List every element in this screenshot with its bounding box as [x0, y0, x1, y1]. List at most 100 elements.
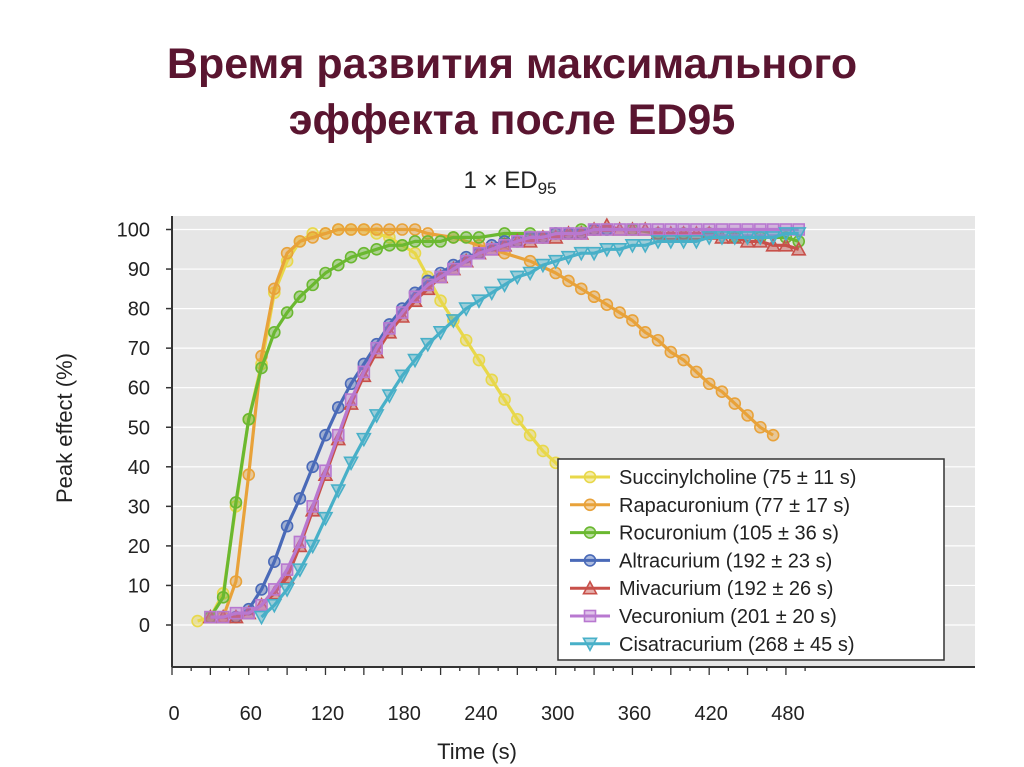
data-point: [752, 231, 769, 246]
data-point: [702, 223, 716, 236]
data-point: [560, 250, 577, 266]
data-point: [574, 282, 588, 296]
data-point: [637, 239, 654, 254]
data-point: [242, 468, 256, 482]
data-point: [587, 223, 601, 236]
data-point: [523, 428, 537, 442]
data-point: [357, 223, 371, 236]
data-point: [599, 242, 615, 258]
series-line: [260, 231, 799, 619]
series-line: [210, 227, 799, 619]
data-point: [368, 409, 385, 424]
data-point: [204, 610, 217, 624]
data-point: [383, 223, 396, 236]
x-tick-label: 420: [694, 703, 727, 725]
data-point: [739, 233, 756, 248]
slide-title-line-2: эффекта после ED95: [288, 96, 736, 144]
data-point: [266, 598, 283, 614]
data-point: [741, 223, 754, 236]
data-point: [268, 326, 281, 339]
data-point: [357, 365, 371, 379]
data-point: [370, 223, 383, 236]
x-tick-label: 180: [388, 703, 421, 725]
data-point: [677, 223, 690, 236]
data-point: [547, 254, 564, 270]
data-point: [421, 278, 435, 292]
data-point: [419, 337, 436, 353]
x-tick-label: 360: [618, 703, 651, 725]
data-point: [662, 235, 679, 250]
data-point: [638, 326, 652, 339]
x-tick-label: 480: [771, 703, 804, 725]
data-point: [778, 227, 794, 242]
data-point: [613, 223, 626, 236]
data-point: [471, 294, 487, 309]
legend-label: Cisatracurium (268 ± 45 s): [619, 634, 855, 656]
y-tick-label: 60: [128, 378, 150, 400]
data-point: [395, 306, 409, 319]
legend-swatch-marker: [583, 554, 597, 567]
data-point: [715, 385, 729, 398]
legend: Succinylcholine (75 ± 11 s) Rapacuronium …: [557, 458, 945, 661]
y-tick-label: 90: [128, 259, 150, 281]
data-point: [766, 223, 780, 236]
data-point: [728, 397, 742, 410]
data-point: [357, 246, 371, 260]
data-point: [319, 227, 332, 240]
data-point: [381, 389, 398, 404]
x-tick-label: 60: [240, 703, 262, 725]
data-point: [445, 314, 462, 329]
y-tick-label: 100: [117, 220, 150, 242]
legend-box: [557, 458, 945, 661]
data-point: [690, 223, 703, 236]
y-tick-label: 30: [128, 496, 150, 518]
data-point: [331, 428, 345, 442]
data-point: [536, 231, 550, 244]
data-point: [344, 250, 358, 264]
data-point: [650, 235, 666, 250]
data-point: [754, 223, 767, 236]
data-point: [509, 270, 526, 286]
legend-label: Rocuronium (105 ± 36 s): [619, 523, 839, 545]
data-point: [549, 227, 563, 240]
data-point: [702, 377, 716, 391]
data-point: [253, 610, 270, 626]
y-tick-label: 20: [128, 536, 150, 558]
data-point: [255, 583, 268, 596]
data-point: [562, 274, 575, 288]
data-point: [765, 231, 781, 246]
data-point: [511, 413, 524, 426]
slide-title-line-1: Время развития максимального: [166, 40, 858, 88]
legend-swatch-marker: [583, 470, 597, 484]
legend-swatch-marker: [582, 637, 598, 652]
data-point: [394, 369, 411, 385]
legend-label: Rapacuronium (77 ± 17 s): [619, 495, 850, 517]
data-point: [331, 223, 345, 236]
y-tick-label: 50: [128, 417, 150, 439]
legend-swatch-marker: [582, 580, 598, 595]
data-point: [395, 223, 409, 236]
y-axis-title: Peak effect (%): [52, 353, 77, 503]
data-point: [677, 353, 690, 367]
data-point: [370, 341, 383, 355]
data-point: [626, 223, 639, 236]
data-point: [356, 432, 372, 448]
data-point: [279, 583, 295, 598]
data-point: [485, 242, 499, 256]
data-point: [664, 345, 678, 359]
data-point: [790, 241, 807, 256]
data-point: [434, 270, 447, 284]
data-point: [447, 231, 460, 244]
data-point: [228, 608, 244, 624]
data-point: [344, 377, 358, 391]
data-point: [408, 246, 422, 260]
data-point: [319, 266, 332, 280]
data-point: [675, 235, 692, 250]
data-point: [229, 575, 243, 588]
data-point: [688, 235, 705, 250]
data-point: [432, 326, 449, 341]
data-point: [739, 231, 756, 246]
data-point: [242, 413, 256, 426]
y-tick-label: 80: [128, 299, 150, 321]
